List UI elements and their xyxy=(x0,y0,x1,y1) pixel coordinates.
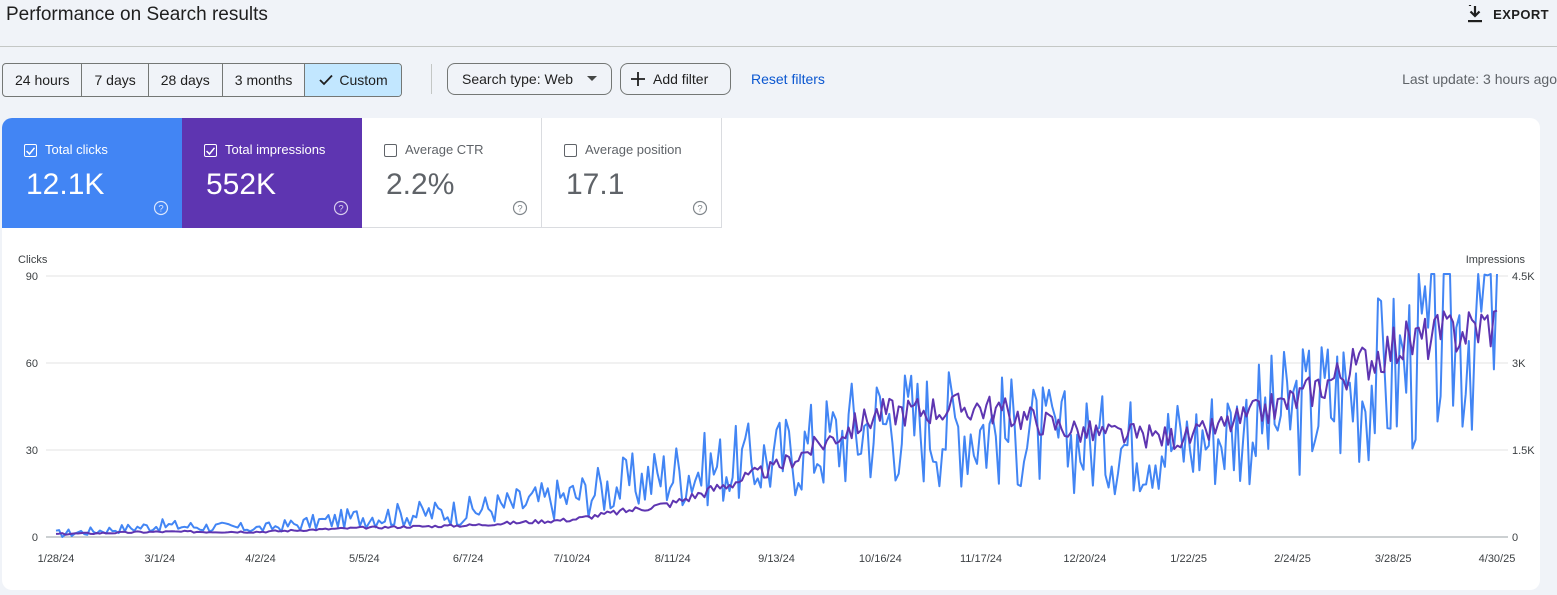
last-update-text: Last update: 3 hours ago xyxy=(1402,71,1557,87)
left-tick-label: 30 xyxy=(26,445,38,457)
help-icon[interactable]: ? xyxy=(512,200,528,216)
metric-value: 17.1 xyxy=(566,168,625,201)
range-28-days[interactable]: 28 days xyxy=(149,64,223,96)
right-tick-label: 3K xyxy=(1512,358,1526,370)
x-tick-label: 3/1/24 xyxy=(145,553,176,565)
metric-total-impressions[interactable]: Total impressions 552K ? xyxy=(182,118,362,228)
left-tick-label: 0 xyxy=(32,532,38,544)
help-icon[interactable]: ? xyxy=(153,200,169,216)
checkbox-unchecked-icon[interactable] xyxy=(564,144,577,157)
x-tick-label: 1/28/24 xyxy=(38,553,75,565)
help-icon[interactable]: ? xyxy=(692,200,708,216)
search-type-dropdown[interactable]: Search type: Web xyxy=(447,63,612,95)
performance-card: Total clicks 12.1K ? Total impressions 5… xyxy=(2,118,1540,590)
svg-text:?: ? xyxy=(158,204,163,215)
left-axis-title: Clicks xyxy=(18,254,48,266)
date-range-selector: 24 hours 7 days 28 days 3 months Custom xyxy=(2,63,402,97)
plus-icon xyxy=(631,72,645,86)
metric-label: Total impressions xyxy=(225,142,326,157)
metric-label: Average CTR xyxy=(405,142,484,157)
svg-text:?: ? xyxy=(517,204,522,215)
reset-filters-link[interactable]: Reset filters xyxy=(751,71,825,87)
right-tick-label: 4.5K xyxy=(1512,271,1535,283)
x-tick-label: 8/11/24 xyxy=(655,553,691,565)
right-axis-title: Impressions xyxy=(1466,254,1526,266)
export-label: EXPORT xyxy=(1493,6,1549,22)
toolbar: 24 hours 7 days 28 days 3 months Custom … xyxy=(0,62,1557,97)
metric-value: 12.1K xyxy=(26,168,105,201)
range-custom-label: Custom xyxy=(339,72,388,88)
x-tick-label: 11/17/24 xyxy=(960,553,1002,565)
left-tick-label: 90 xyxy=(26,271,38,283)
x-tick-label: 2/24/25 xyxy=(1274,553,1311,565)
clicks-series-line xyxy=(55,273,1498,538)
page-title: Performance on Search results xyxy=(6,4,268,25)
add-filter-button[interactable]: Add filter xyxy=(620,63,731,95)
x-tick-label: 4/30/25 xyxy=(1479,553,1516,565)
impressions-series-line xyxy=(55,309,1498,536)
range-24-hours[interactable]: 24 hours xyxy=(3,64,83,96)
x-tick-label: 6/7/24 xyxy=(453,553,484,565)
checkmark-icon xyxy=(319,74,334,86)
svg-text:?: ? xyxy=(338,204,343,215)
checkbox-checked-icon[interactable] xyxy=(204,144,217,157)
export-button[interactable]: EXPORT xyxy=(1467,5,1549,23)
add-filter-label: Add filter xyxy=(653,71,709,87)
x-tick-label: 4/2/24 xyxy=(245,553,276,565)
x-tick-label: 12/20/24 xyxy=(1063,553,1106,565)
x-tick-label: 10/16/24 xyxy=(859,553,902,565)
svg-text:?: ? xyxy=(697,204,702,215)
range-7-days[interactable]: 7 days xyxy=(82,64,149,96)
metric-label: Total clicks xyxy=(45,142,108,157)
range-3-months[interactable]: 3 months xyxy=(223,64,306,96)
performance-chart[interactable]: Clicks Impressions 0 0 30 1.5K 60 3K 90 4.5K 1/28/… xyxy=(2,118,1540,590)
dropdown-arrow-icon xyxy=(587,76,598,81)
download-icon xyxy=(1468,5,1483,23)
range-custom[interactable]: Custom xyxy=(305,64,401,96)
checkbox-checked-icon[interactable] xyxy=(24,144,37,157)
metric-value: 552K xyxy=(206,168,277,201)
right-tick-label: 1.5K xyxy=(1512,445,1535,457)
x-tick-label: 9/13/24 xyxy=(758,553,795,565)
metric-total-clicks[interactable]: Total clicks 12.1K ? xyxy=(2,118,182,228)
x-tick-label: 1/22/25 xyxy=(1170,553,1207,565)
x-tick-label: 5/5/24 xyxy=(349,553,380,565)
metric-label: Average position xyxy=(585,142,682,157)
left-tick-label: 60 xyxy=(26,358,38,370)
toolbar-divider xyxy=(431,64,432,94)
help-icon[interactable]: ? xyxy=(333,200,349,216)
header: Performance on Search results EXPORT xyxy=(0,0,1557,47)
metric-average-ctr[interactable]: Average CTR 2.2% ? xyxy=(362,118,542,228)
metric-value: 2.2% xyxy=(386,168,455,201)
metric-average-position[interactable]: Average position 17.1 ? xyxy=(542,118,722,228)
x-tick-label: 3/28/25 xyxy=(1375,553,1412,565)
x-tick-label: 7/10/24 xyxy=(554,553,591,565)
right-tick-label: 0 xyxy=(1512,532,1518,544)
search-type-label: Search type: Web xyxy=(462,71,574,87)
checkbox-unchecked-icon[interactable] xyxy=(384,144,397,157)
